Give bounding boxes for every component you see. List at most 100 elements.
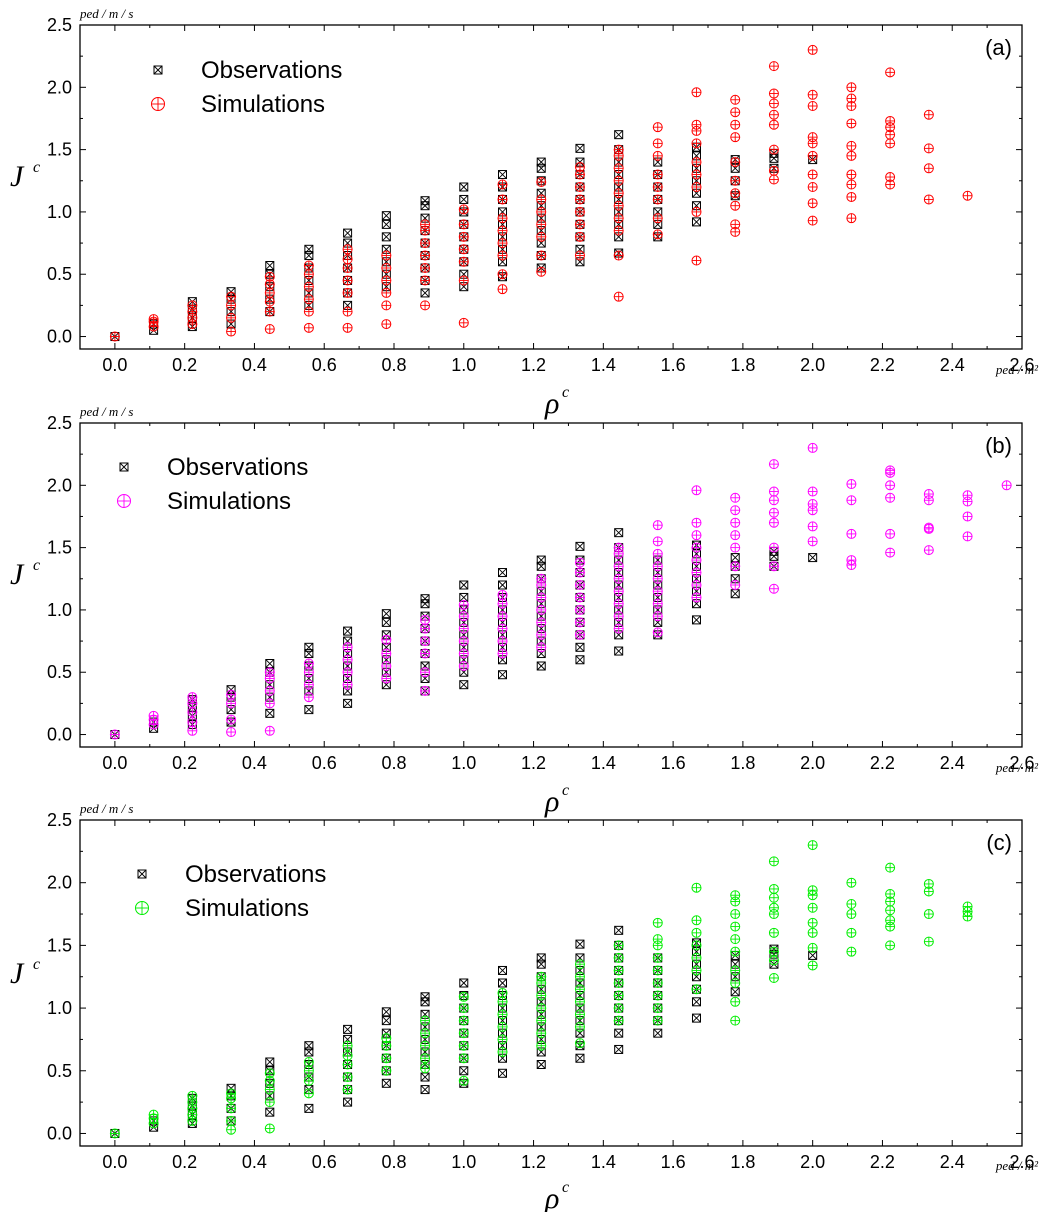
simulation-point	[458, 1053, 469, 1064]
observation-point	[304, 244, 314, 254]
simulation-point	[885, 940, 896, 951]
simulation-point	[264, 725, 275, 736]
simulation-point	[885, 492, 896, 503]
y-unit-label: ped / m / s	[79, 6, 133, 21]
observation-point	[808, 553, 818, 563]
simulation-point	[613, 1003, 624, 1014]
simulation-point	[691, 915, 702, 926]
simulation-point	[226, 1088, 237, 1099]
simulation-point	[691, 485, 702, 496]
observation-point	[498, 1068, 508, 1078]
simulation-point	[342, 322, 353, 333]
simulation-point	[807, 89, 818, 100]
simulation-point	[923, 545, 934, 556]
simulation-point	[613, 175, 624, 186]
simulation-point	[264, 271, 275, 282]
simulation-point	[381, 634, 392, 645]
simulation-point	[458, 1028, 469, 1039]
simulation-point	[730, 219, 741, 230]
simulation-point	[652, 561, 663, 572]
simulation-point	[730, 188, 741, 199]
simulation-point	[730, 492, 741, 503]
simulation-point	[420, 1015, 431, 1026]
simulation-point	[187, 692, 198, 703]
simulation-point	[342, 263, 353, 273]
simulation-point	[923, 909, 934, 920]
observation-point	[691, 615, 701, 625]
simulation-point	[342, 642, 353, 653]
simulation-point	[342, 1040, 353, 1051]
simulation-point	[846, 169, 857, 180]
x-tick-label: 1.0	[451, 753, 476, 773]
simulation-point	[885, 465, 896, 476]
simulation-point	[536, 971, 547, 982]
x-tick-label: 2.4	[940, 753, 965, 773]
observation-point	[459, 680, 469, 690]
simulation-point	[381, 1053, 392, 1064]
simulation-point	[613, 200, 624, 211]
observation-point	[343, 228, 353, 238]
simulation-point	[574, 984, 585, 995]
observation-point	[730, 553, 740, 563]
simulation-point	[846, 899, 857, 910]
simulation-point	[381, 300, 392, 311]
simulation-point	[652, 194, 663, 205]
simulation-point	[497, 611, 508, 622]
simulation-point	[613, 163, 624, 174]
x-tick-label: 1.8	[730, 355, 755, 375]
x-unit-label: ped / m²	[995, 362, 1039, 377]
simulation-point	[613, 144, 624, 155]
simulation-point	[264, 1068, 275, 1079]
x-tick-label: 2.0	[800, 1152, 825, 1172]
simulation-point	[652, 213, 663, 224]
simulation-point	[846, 213, 857, 224]
observation-point	[614, 925, 624, 935]
simulation-point	[691, 255, 702, 266]
simulation-point	[148, 1109, 159, 1120]
y-tick-label: 1.0	[47, 998, 72, 1018]
simulation-point	[420, 300, 431, 311]
x-axis-title: ρ	[544, 387, 559, 420]
simulation-point	[226, 1103, 237, 1114]
x-tick-label: 1.4	[591, 753, 616, 773]
simulation-point	[264, 1084, 275, 1095]
simulation-point	[458, 1015, 469, 1026]
simulation-point	[613, 250, 624, 261]
simulation-point	[342, 275, 353, 286]
x-axis-title: ρ	[544, 1182, 559, 1212]
simulation-point	[420, 263, 431, 273]
simulation-point	[652, 1003, 663, 1014]
simulation-point	[381, 673, 392, 684]
x-tick-label: 1.2	[521, 753, 546, 773]
x-tick-label: 0.6	[312, 355, 337, 375]
y-axis-title-superscript: c	[33, 159, 40, 176]
simulation-point	[536, 1028, 547, 1039]
simulation-point	[768, 902, 779, 913]
simulation-point	[613, 586, 624, 597]
simulation-point	[730, 561, 741, 572]
simulation-point	[691, 119, 702, 130]
simulation-point	[730, 94, 741, 105]
simulation-point	[768, 459, 779, 470]
x-tick-label: 2.6	[1009, 753, 1034, 773]
simulation-point	[187, 717, 198, 728]
simulation-point	[497, 1034, 508, 1045]
simulation-point	[574, 182, 585, 192]
plot-frame	[79, 819, 1023, 1147]
simulation-point	[730, 890, 741, 901]
legend-label: Simulations	[167, 488, 291, 515]
simulation-point	[458, 256, 469, 267]
simulation-point	[264, 667, 275, 678]
observation-point	[304, 642, 314, 652]
y-tick-label: 1.5	[47, 140, 72, 160]
x-tick-label: 0.2	[172, 1152, 197, 1172]
observation-point	[343, 1024, 353, 1034]
simulation-point	[730, 175, 741, 186]
observation-point	[536, 959, 546, 969]
simulation-point	[342, 306, 353, 317]
simulation-point	[768, 174, 779, 185]
legend: Observations Simulations	[117, 454, 308, 515]
simulation-point	[420, 1063, 431, 1074]
simulation-point	[226, 714, 237, 725]
simulation-point	[536, 604, 547, 615]
